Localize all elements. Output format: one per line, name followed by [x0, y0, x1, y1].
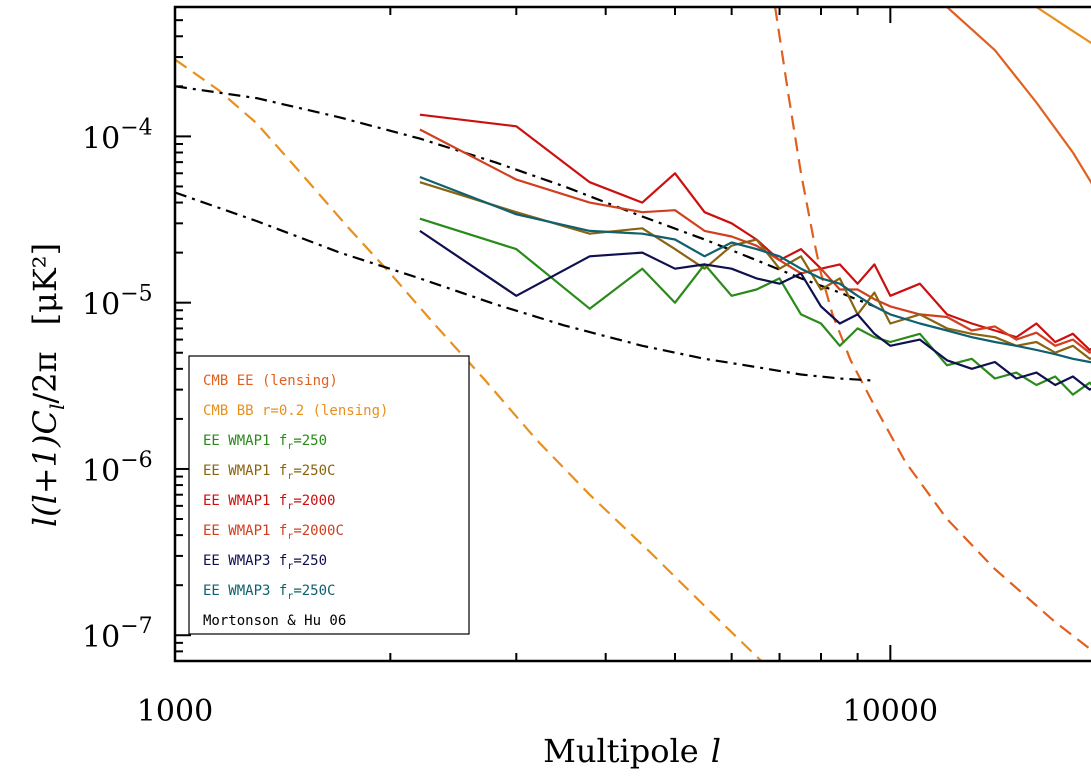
legend: CMB EE (lensing) CMB BB r=0.2 (lensing) EE… — [188, 355, 470, 635]
legend-entry-7: EE WMAP3 fr=250 — [203, 553, 327, 572]
x-axis-title: Multipole l — [543, 732, 721, 770]
legend-entry-4: EE WMAP1 fr=250C — [203, 463, 335, 482]
y-tick-label: 10−7 — [82, 614, 153, 655]
series-line-11 — [419, 217, 1091, 396]
series-line-6 — [175, 191, 875, 382]
series-line-5 — [175, 85, 875, 308]
legend-entry-1: CMB EE (lensing) — [203, 373, 338, 389]
series-line-7 — [419, 113, 1091, 351]
legend-entry-5: EE WMAP1 fr=2000 — [203, 493, 335, 512]
legend-box — [188, 355, 470, 635]
legend-entry-2: CMB BB r=0.2 (lensing) — [203, 403, 388, 419]
y-tick-label: 10−4 — [82, 115, 153, 156]
labels-layer: Multipole l l(l+1)Cl/2π[μK²] — [26, 243, 721, 770]
y-tick-label: 10−6 — [82, 448, 153, 489]
series-line-8 — [419, 128, 1091, 354]
series-line-3 — [774, 7, 1091, 652]
y-tick-label: 10−5 — [82, 282, 153, 323]
series-line-10 — [419, 175, 1091, 364]
legend-entry-9: Mortonson & Hu 06 — [203, 613, 346, 629]
y-axis-title: l(l+1)Cl/2π[μK²] — [26, 243, 69, 527]
series-layer — [175, 7, 1091, 661]
legend-entry-3: EE WMAP1 fr=250 — [203, 433, 327, 452]
legend-entry-8: EE WMAP3 fr=250C — [203, 583, 335, 602]
x-tick-label: 1000 — [137, 694, 213, 729]
series-line-12 — [419, 229, 1091, 391]
series-line-4 — [175, 58, 763, 661]
x-tick-label: 10000 — [843, 694, 938, 729]
legend-entry-6: EE WMAP1 fr=2000C — [203, 523, 344, 542]
series-line-2 — [1035, 7, 1091, 45]
ticks-layer: 1000 10000 10−7 10−6 10−5 10−4 — [82, 7, 938, 729]
series-line-1 — [946, 7, 1091, 185]
